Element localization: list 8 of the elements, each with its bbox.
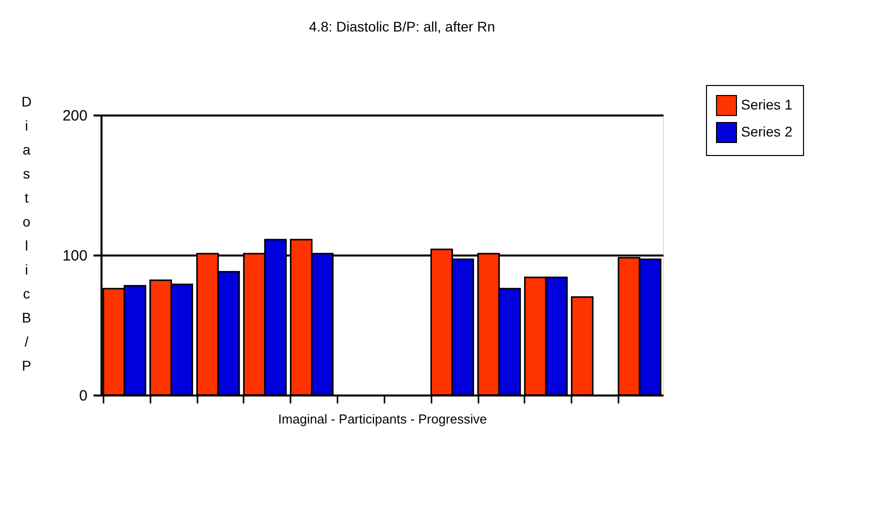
text: Diastolic B/P [21, 94, 32, 374]
y-tick-label: 100 [62, 248, 88, 264]
x-axis-title: Imaginal - Participants - Progressive [278, 412, 487, 426]
legend-label: Series 1 [741, 96, 793, 112]
y-tick-label: 200 [62, 108, 88, 124]
chart-title: 4.8: Diastolic B/P: all, after Rn [309, 18, 495, 34]
legend-label: Series 2 [741, 124, 793, 140]
y-tick-label: 0 [79, 388, 88, 404]
